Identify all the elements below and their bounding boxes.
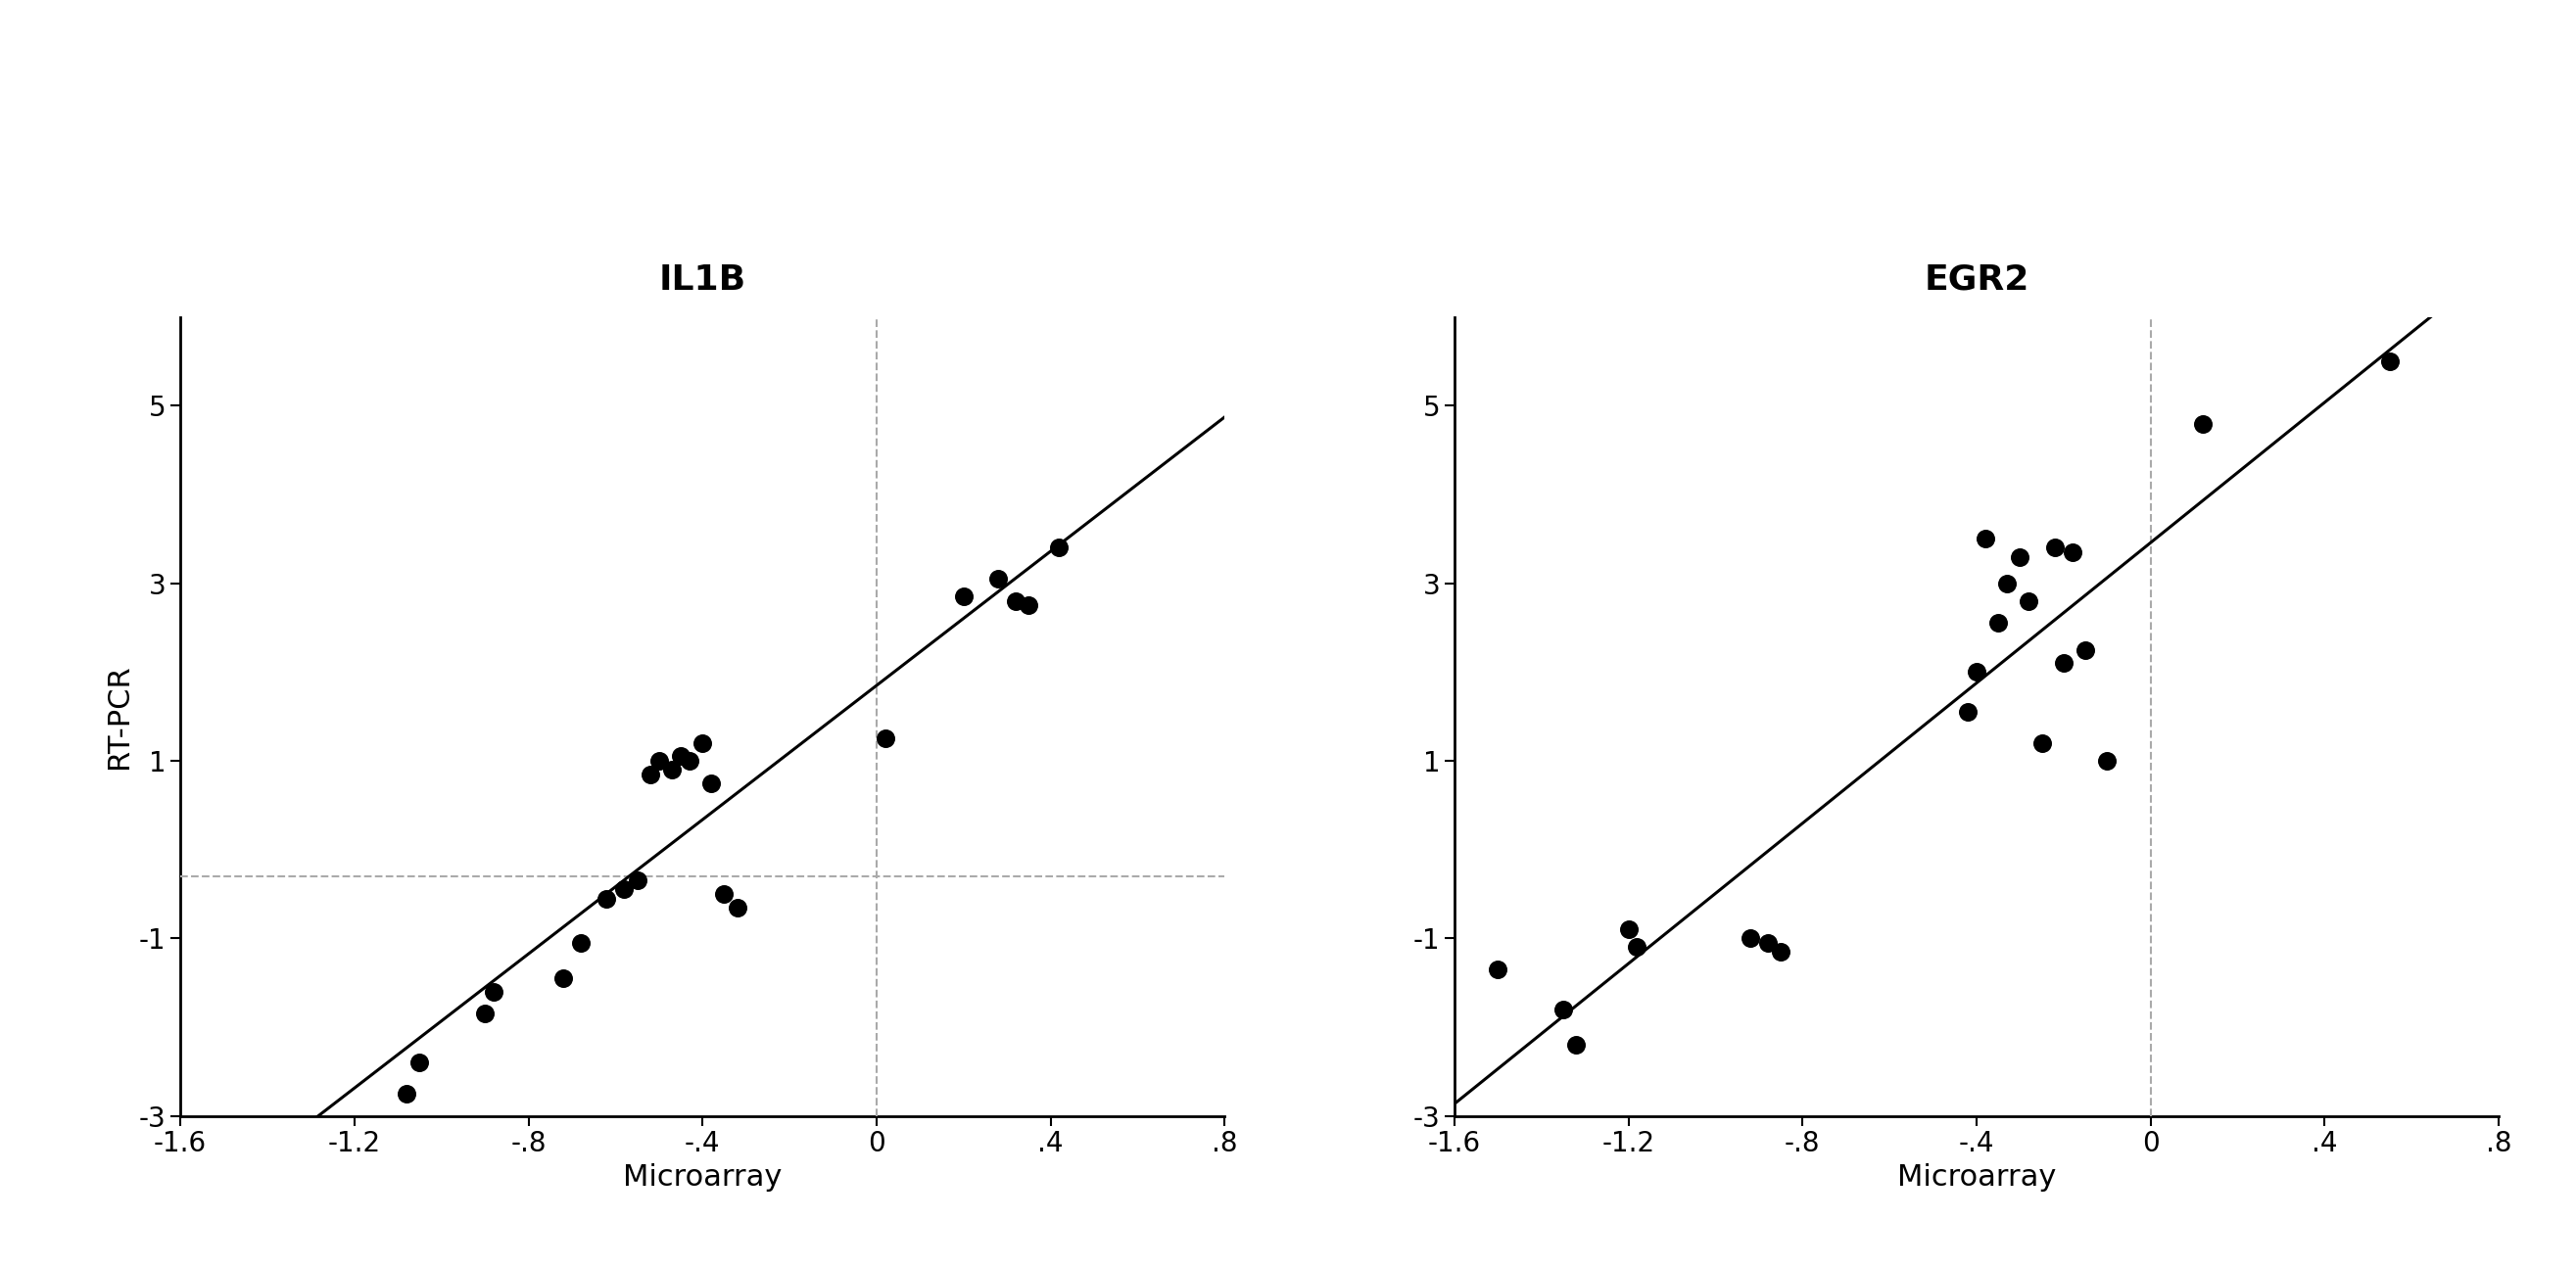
Point — [652, 760, 693, 780]
Point — [2022, 733, 2063, 753]
Point — [1007, 595, 1048, 615]
Point — [1759, 941, 1801, 961]
Point — [1728, 928, 1770, 948]
Point — [2087, 751, 2128, 771]
Point — [464, 1004, 505, 1025]
Point — [1986, 573, 2027, 593]
Point — [2182, 413, 2223, 434]
Point — [1965, 529, 2007, 549]
Point — [1618, 937, 1659, 957]
Point — [1978, 614, 2020, 634]
Point — [690, 772, 732, 794]
Point — [559, 933, 600, 954]
Point — [386, 1083, 428, 1103]
Point — [670, 751, 711, 771]
Point — [2370, 351, 2411, 372]
Point — [1947, 701, 1989, 721]
Point — [1955, 662, 1996, 682]
Point — [2009, 591, 2050, 611]
X-axis label: Microarray: Microarray — [623, 1163, 783, 1192]
Point — [866, 728, 907, 748]
Y-axis label: RT-PCR: RT-PCR — [106, 664, 134, 768]
Point — [2066, 639, 2107, 659]
Point — [1476, 959, 1517, 979]
Point — [1607, 919, 1649, 940]
Point — [716, 898, 757, 918]
Title: EGR2: EGR2 — [1924, 264, 2030, 297]
X-axis label: Microarray: Microarray — [1896, 1163, 2056, 1192]
Point — [2043, 653, 2084, 673]
Point — [2050, 543, 2092, 563]
Point — [629, 763, 670, 784]
Point — [683, 733, 724, 753]
Point — [616, 870, 657, 890]
Point — [399, 1052, 440, 1073]
Point — [943, 586, 984, 607]
Point — [703, 884, 744, 904]
Point — [544, 969, 585, 989]
Point — [474, 981, 515, 1002]
Point — [659, 746, 701, 766]
Point — [587, 888, 629, 908]
Point — [1556, 1035, 1597, 1055]
Title: IL1B: IL1B — [659, 264, 747, 297]
Point — [1747, 933, 1788, 954]
Point — [1543, 999, 1584, 1019]
Point — [639, 751, 680, 771]
Point — [603, 880, 644, 900]
Point — [979, 568, 1020, 588]
Point — [1999, 547, 2040, 567]
Point — [1038, 538, 1079, 558]
Point — [994, 591, 1036, 611]
Point — [2035, 538, 2076, 558]
